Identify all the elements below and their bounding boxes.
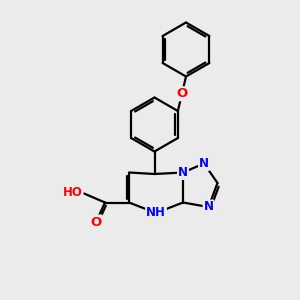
- Text: NH: NH: [146, 206, 166, 220]
- Text: N: N: [203, 200, 214, 214]
- Text: N: N: [178, 166, 188, 179]
- Text: HO: HO: [63, 185, 82, 199]
- Text: O: O: [176, 87, 188, 100]
- Text: N: N: [199, 157, 209, 170]
- Text: O: O: [90, 215, 102, 229]
